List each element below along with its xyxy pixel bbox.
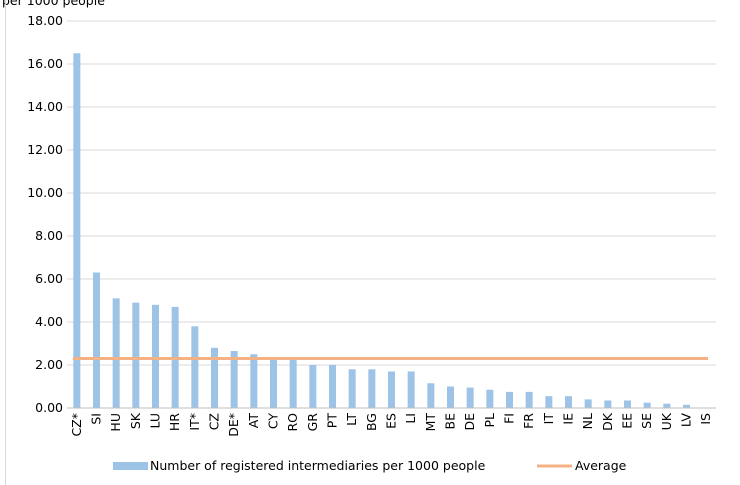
- x-category-label: LT: [344, 413, 359, 426]
- bar-lu: [152, 304, 159, 408]
- bar-bg: [368, 369, 376, 408]
- x-category-label: SE: [639, 413, 654, 429]
- y-tick-label: 16.00: [27, 56, 63, 71]
- x-category-label: CZ*: [69, 413, 84, 437]
- bar-mt: [427, 383, 435, 408]
- x-category-label: CZ: [207, 413, 222, 430]
- bar-nl: [584, 399, 592, 408]
- x-category-label: BE: [443, 413, 458, 430]
- legend: Number of registered intermediaries per …: [113, 458, 627, 473]
- y-tick-label: 10.00: [27, 185, 63, 200]
- bar-pl: [486, 389, 494, 408]
- x-category-label: PT: [325, 413, 340, 429]
- bar-pt: [329, 365, 336, 408]
- x-category-label: UK: [659, 412, 674, 430]
- x-category-label: IT: [541, 413, 556, 425]
- bar-si: [93, 272, 100, 408]
- y-tick-label: 18.00: [27, 13, 63, 28]
- legend-bar-label: Number of registered intermediaries per …: [150, 458, 486, 473]
- y-tick-label: 8.00: [35, 228, 63, 243]
- bar-ee: [624, 400, 631, 408]
- x-axis-categories: CZ* SI HU SK LU HR IT* CZ DE* AT CY RO GR PT LT BG ES LI M…: [69, 412, 713, 437]
- bars: [73, 53, 690, 408]
- y-tick-label: 4.00: [35, 314, 63, 329]
- y-tick-label: 12.00: [27, 142, 63, 157]
- x-category-label: LU: [148, 413, 163, 429]
- x-category-label: EE: [620, 413, 635, 429]
- x-category-label: PL: [482, 413, 497, 428]
- bar-be: [447, 386, 454, 408]
- bar-fi: [506, 391, 513, 408]
- x-category-label: HU: [108, 413, 123, 432]
- x-category-label: RO: [285, 413, 300, 432]
- bar-dk: [604, 400, 612, 408]
- x-category-label: SI: [89, 413, 104, 425]
- legend-average-label: Average: [575, 458, 627, 473]
- x-category-label: NL: [580, 413, 595, 429]
- bar-es: [388, 371, 395, 408]
- x-category-label: LI: [403, 413, 418, 424]
- bar-it: [545, 396, 553, 408]
- x-category-label: IS: [698, 413, 713, 425]
- bar-de: [466, 387, 474, 408]
- x-category-label: SK: [128, 412, 143, 429]
- x-category-label: IE: [561, 413, 576, 425]
- x-category-label: BG: [364, 413, 379, 431]
- x-category-label: HR: [167, 413, 182, 431]
- bar-li: [407, 371, 415, 408]
- bar-lv: [683, 404, 690, 408]
- chart-title-fragment: per 1000 people: [2, 0, 105, 8]
- y-tick-label: 0.00: [35, 400, 63, 415]
- y-axis-ticks: 0.00 2.00 4.00 6.00 8.00 10.00 12.00 14.00 16.00…: [27, 13, 63, 415]
- bar-sk: [132, 302, 140, 408]
- bar-fr: [525, 391, 533, 408]
- bar-hu: [112, 298, 120, 408]
- bar-lt: [348, 369, 356, 408]
- bar-de-star: [230, 351, 238, 408]
- y-tick-label: 6.00: [35, 271, 63, 286]
- bar-ie: [565, 396, 572, 408]
- x-category-label: GR: [305, 413, 320, 432]
- bar-ro: [289, 359, 297, 408]
- x-category-label: DE*: [226, 413, 241, 437]
- y-tick-label: 14.00: [27, 99, 63, 114]
- bar-cy: [270, 358, 277, 408]
- gridlines: [67, 20, 716, 366]
- x-category-label: FR: [521, 413, 536, 429]
- bar-it-star: [191, 326, 199, 408]
- x-category-label: DE: [462, 413, 477, 431]
- x-category-label: FI: [502, 413, 517, 424]
- x-category-label: AT: [246, 413, 261, 429]
- frame-border: [5, 0, 6, 485]
- bar-uk: [663, 403, 671, 408]
- bar-cz: [211, 347, 218, 408]
- x-category-label: MT: [423, 413, 438, 432]
- bar-se: [643, 402, 651, 408]
- legend-bar-swatch: [113, 462, 148, 470]
- x-category-label: IT*: [187, 413, 202, 431]
- bar-gr: [309, 365, 317, 408]
- bar-at: [250, 354, 258, 408]
- y-tick-label: 2.00: [35, 357, 63, 372]
- x-category-label: LV: [679, 413, 694, 428]
- x-category-label: ES: [384, 413, 399, 429]
- bar-cz-star: [73, 53, 81, 408]
- x-category-label: CY: [266, 413, 281, 430]
- x-category-label: DK: [600, 412, 615, 431]
